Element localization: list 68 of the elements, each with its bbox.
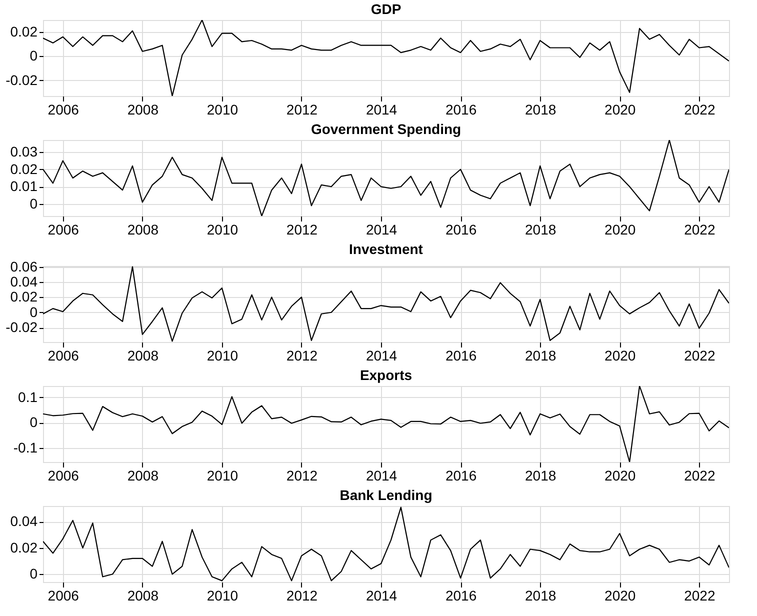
y-tick-label: -0.02 (6, 319, 38, 336)
x-tick-label: 2020 (604, 588, 636, 604)
x-tick-label: 2012 (286, 588, 318, 604)
y-tick-label: 0 (30, 48, 38, 64)
y-tick-label: 0 (30, 414, 38, 430)
y-tick-label: 0.02 (10, 24, 38, 40)
x-tick-label: 2010 (206, 102, 238, 118)
y-tick-label: 0.03 (10, 144, 38, 160)
x-tick-label: 2016 (445, 102, 477, 118)
x-tick-label: 2010 (206, 468, 238, 484)
x-tick-label: 2020 (604, 102, 636, 118)
y-tick-label: 0.01 (10, 178, 38, 194)
x-tick-label: 2014 (366, 468, 398, 484)
x-tick-label: 2010 (206, 222, 238, 238)
x-tick-label: 2022 (684, 348, 716, 364)
x-tick-label: 2016 (445, 468, 477, 484)
chart-title: Government Spending (310, 121, 462, 137)
x-tick-label: 2018 (525, 468, 556, 484)
x-tick-label: 2006 (48, 348, 80, 364)
x-tick-label: 2008 (127, 222, 159, 238)
y-tick-label: 0 (30, 195, 38, 212)
x-tick-label: 2018 (525, 102, 556, 118)
x-tick-label: 2006 (48, 468, 80, 484)
x-tick-label: 2014 (366, 348, 398, 364)
x-tick-label: 2022 (684, 102, 716, 118)
y-tick-label: 0.02 (10, 160, 38, 177)
x-tick-label: 2008 (127, 588, 159, 604)
chart-title: GDP (370, 1, 402, 17)
x-tick-label: 2006 (48, 102, 80, 118)
x-tick-label: 2014 (366, 222, 398, 238)
x-tick-label: 2018 (525, 588, 556, 604)
x-tick-label: 2012 (286, 348, 318, 364)
x-tick-label: 2022 (684, 468, 716, 484)
x-tick-label: 2008 (127, 102, 159, 118)
y-tick-label: -0.1 (13, 440, 38, 456)
y-tick-label: 0.04 (10, 513, 38, 530)
y-tick-label: 0.02 (10, 539, 38, 556)
x-tick-label: 2012 (286, 222, 318, 238)
x-tick-label: 2018 (525, 348, 556, 364)
y-tick-label: 0.04 (10, 273, 38, 290)
y-tick-label: -0.02 (6, 72, 38, 88)
y-tick-label: 0 (30, 566, 38, 582)
x-tick-label: 2022 (684, 222, 716, 238)
x-tick-label: 2012 (286, 468, 318, 484)
x-tick-label: 2014 (366, 102, 398, 118)
x-tick-label: 2016 (445, 348, 477, 364)
chart-title: Exports (360, 367, 412, 383)
x-tick-label: 2016 (445, 222, 477, 238)
y-tick-label: 0.06 (10, 258, 38, 274)
x-tick-label: 2022 (684, 588, 716, 604)
x-tick-label: 2020 (604, 348, 636, 364)
x-tick-label: 2006 (48, 588, 80, 604)
chart-title: Bank Lending (340, 487, 432, 503)
x-tick-label: 2020 (604, 468, 636, 484)
x-tick-label: 2012 (286, 102, 318, 118)
x-tick-label: 2010 (206, 588, 238, 604)
chart-title: Investment (349, 240, 424, 257)
x-tick-label: 2014 (366, 588, 398, 604)
y-tick-label: 0.02 (10, 288, 38, 305)
x-tick-label: 2018 (525, 222, 556, 238)
x-tick-label: 2008 (127, 468, 159, 484)
x-tick-label: 2020 (604, 222, 636, 238)
x-tick-label: 2016 (445, 588, 477, 604)
x-tick-label: 2006 (48, 222, 80, 238)
x-tick-label: 2010 (206, 348, 238, 364)
x-tick-label: 2008 (127, 348, 159, 364)
y-tick-label: 0.1 (18, 388, 38, 405)
y-tick-label: 0 (30, 304, 38, 320)
